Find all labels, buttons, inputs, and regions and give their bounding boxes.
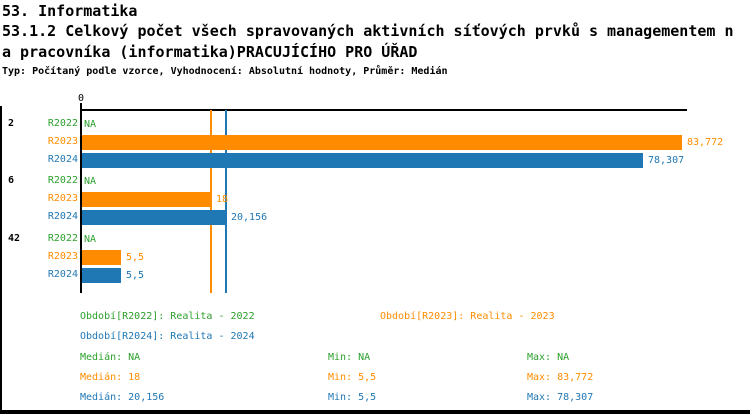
stat-max-r2024: Max: 78,307 [527, 392, 594, 403]
bar-value-label: NA [84, 233, 97, 245]
legend-r2023: Období[R2023]: Realita - 2023 [380, 311, 555, 322]
bar-row: R2022 NA [0, 172, 750, 190]
bar-row: R2024 5,5 [0, 266, 750, 284]
bar-value-label: 78,307 [648, 154, 685, 166]
group-label-6: 6 [8, 175, 15, 186]
bar-row: R2022 NA [0, 230, 750, 248]
stat-min-r2022: Min: NA [328, 352, 371, 363]
x-axis-zero-label: 0 [77, 93, 85, 104]
page-title: 53. Informatika [2, 2, 138, 20]
y-axis-line [80, 103, 82, 293]
bar-row: R2023 5,5 [0, 248, 750, 266]
legend-r2024: Období[R2024]: Realita - 2024 [80, 331, 255, 342]
bar-r2023-group-42 [82, 249, 121, 265]
window-left-edge [0, 106, 2, 414]
series-label-r2024: R2024 [47, 269, 78, 280]
median-refline-r2024 [225, 110, 227, 293]
bar-row: R2023 83,772 [0, 133, 750, 151]
bar-value-label: 83,772 [687, 136, 724, 148]
stat-median-r2024: Medián: 20,156 [80, 392, 165, 403]
series-label-r2022: R2022 [47, 233, 78, 244]
bar-value-label: 18 [216, 193, 229, 205]
x-axis-line [81, 109, 687, 111]
legend-r2022: Období[R2022]: Realita - 2022 [80, 311, 255, 322]
stat-median-r2022: Medián: NA [80, 352, 141, 363]
series-label-r2023: R2023 [47, 136, 78, 147]
bar-value-label: 20,156 [231, 211, 268, 223]
stat-min-r2024: Min: 5,5 [328, 392, 377, 403]
bar-row: R2024 20,156 [0, 208, 750, 226]
bar-r2024-group-6 [82, 209, 226, 225]
stat-max-r2022: Max: NA [527, 352, 570, 363]
group-label-2: 2 [8, 118, 15, 129]
stat-max-r2023: Max: 83,772 [527, 372, 594, 383]
bar-r2023-group-2 [82, 134, 682, 150]
group-label-42: 42 [8, 233, 21, 244]
bar-row: R2022 NA [0, 115, 750, 133]
series-label-r2024: R2024 [47, 211, 78, 222]
window-bottom-edge [0, 410, 750, 414]
series-label-r2022: R2022 [47, 118, 78, 129]
bar-value-label: NA [84, 175, 97, 187]
series-label-r2023: R2023 [47, 251, 78, 262]
indicator-meta: Typ: Počítaný podle vzorce, Vyhodnocení:… [2, 66, 448, 77]
stat-min-r2023: Min: 5,5 [328, 372, 377, 383]
series-label-r2022: R2022 [47, 175, 78, 186]
series-label-r2023: R2023 [47, 193, 78, 204]
bar-value-label: 5,5 [126, 251, 145, 263]
stat-median-r2023: Medián: 18 [80, 372, 141, 383]
series-label-r2024: R2024 [47, 154, 78, 165]
bar-row: R2024 78,307 [0, 151, 750, 169]
bar-value-label: NA [84, 118, 97, 130]
bar-row: R2023 18 [0, 190, 750, 208]
bar-r2024-group-2 [82, 152, 643, 168]
indicator-title-line-1: 53.1.2 Celkový počet všech spravovaných … [2, 22, 734, 40]
bar-r2023-group-6 [82, 191, 211, 207]
bar-r2024-group-42 [82, 267, 121, 283]
indicator-title-line-2: a pracovníka (informatika)PRACUJÍCÍHO PR… [2, 43, 418, 61]
bar-value-label: 5,5 [126, 269, 145, 281]
